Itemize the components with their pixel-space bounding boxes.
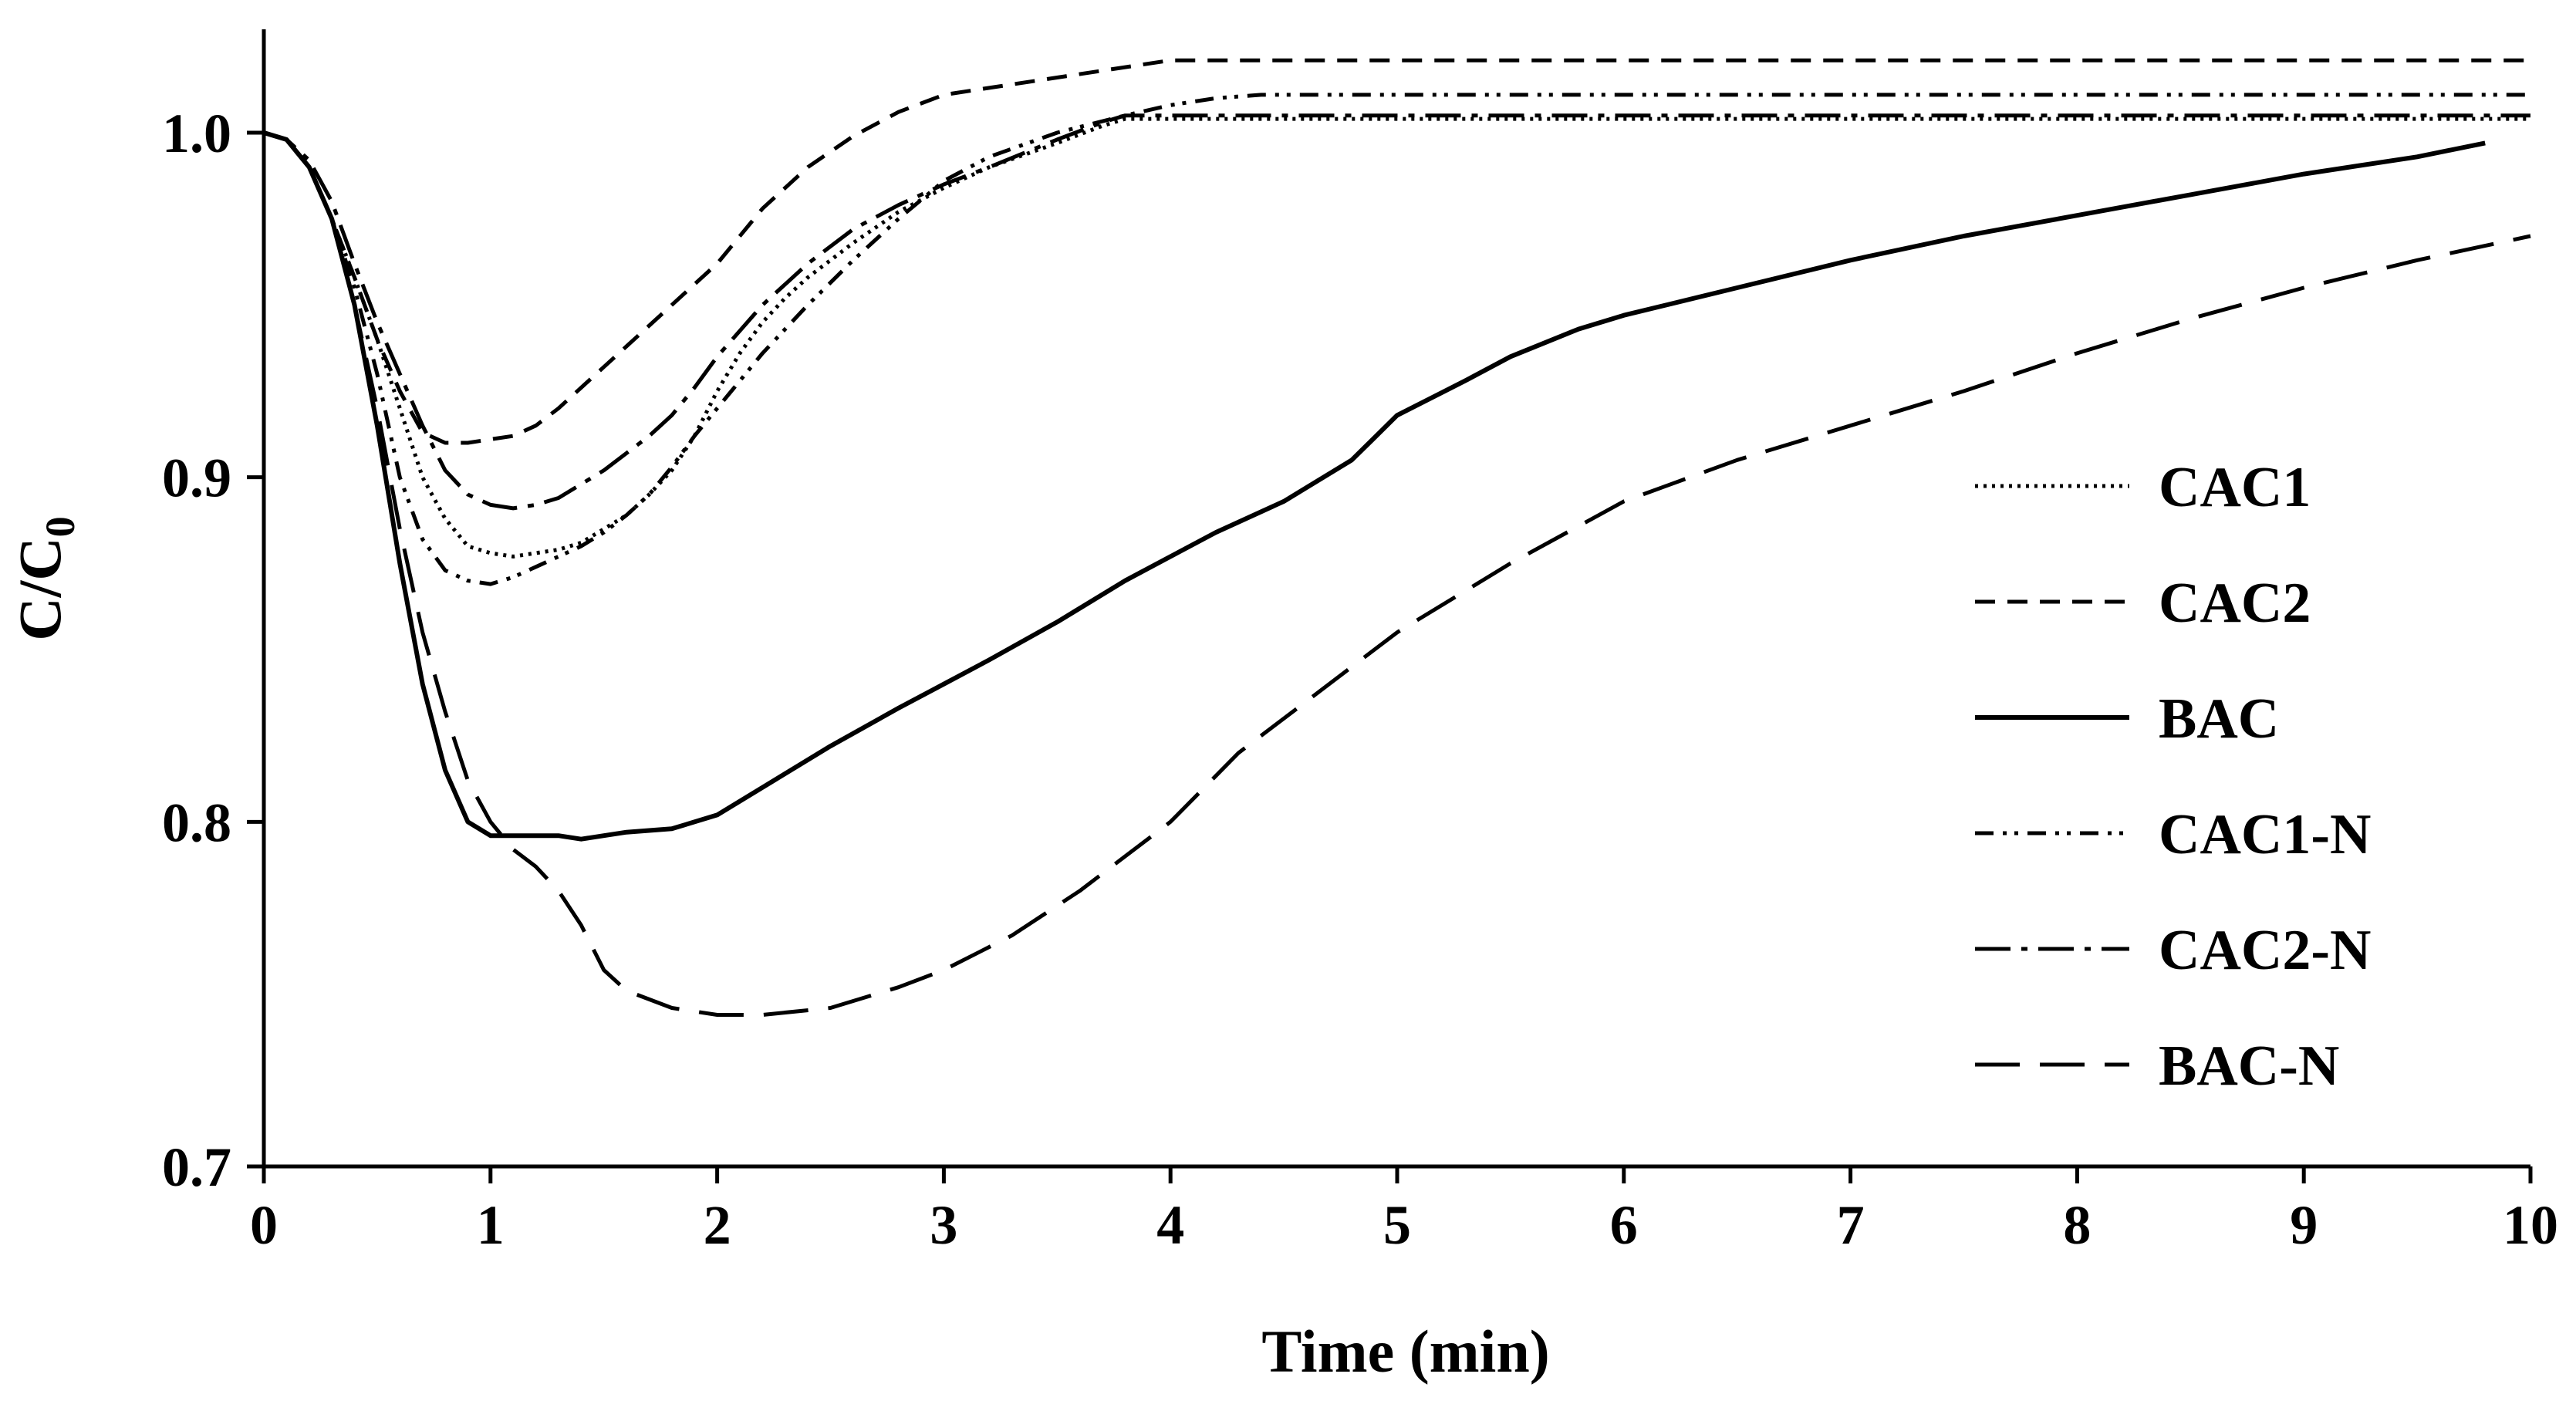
series-line-cac2 xyxy=(263,58,2530,445)
legend-label-cac1: CAC1 xyxy=(2159,456,2311,519)
series-line-bac-n xyxy=(263,130,2531,1017)
x-axis-title: Time (min) xyxy=(1261,1318,1549,1385)
x-tick-label: 0 xyxy=(250,1194,278,1256)
y-axis-title-subscript: 0 xyxy=(37,516,83,537)
x-tick-label: 10 xyxy=(2503,1194,2558,1256)
legend-label-bac-n: BAC-N xyxy=(2159,1035,2339,1098)
legend-label-cac1-n: CAC1-N xyxy=(2159,803,2371,866)
x-tick-label: 9 xyxy=(2290,1194,2318,1256)
series-line-bac xyxy=(263,130,2486,842)
x-tick-label: 4 xyxy=(1156,1194,1184,1256)
series-group xyxy=(263,58,2531,1017)
x-tick-label: 3 xyxy=(930,1194,957,1256)
y-axis-title-main: C/C xyxy=(6,537,73,640)
x-tick-label: 2 xyxy=(704,1194,731,1256)
x-tick-label: 6 xyxy=(1610,1194,1638,1256)
ticks-group: 0 1 2 3 4 5 6 7 8 9 10 0.7 0.8 0.9 1.0 xyxy=(162,103,2558,1256)
y-tick-label: 0.8 xyxy=(162,792,231,853)
x-tick-label: 8 xyxy=(2063,1194,2091,1256)
x-tick-label: 1 xyxy=(477,1194,505,1256)
y-tick-label: 0.9 xyxy=(162,447,231,509)
y-axis-title: C/C0 xyxy=(6,516,83,640)
x-tick-label: 5 xyxy=(1383,1194,1411,1256)
series-line-cac2-n xyxy=(263,113,2530,511)
x-tick-label: 7 xyxy=(1837,1194,1865,1256)
series-line-cac1 xyxy=(263,116,2530,559)
legend-label-bac: BAC xyxy=(2159,687,2279,751)
legend: CAC1 CAC2 BAC CAC1-N CAC2-N BAC-N xyxy=(1975,456,2371,1098)
legend-label-cac2: CAC2 xyxy=(2159,572,2311,635)
y-tick-label: 0.7 xyxy=(162,1136,231,1198)
legend-label-cac2-n: CAC2-N xyxy=(2159,919,2371,982)
y-tick-label: 1.0 xyxy=(162,103,231,164)
